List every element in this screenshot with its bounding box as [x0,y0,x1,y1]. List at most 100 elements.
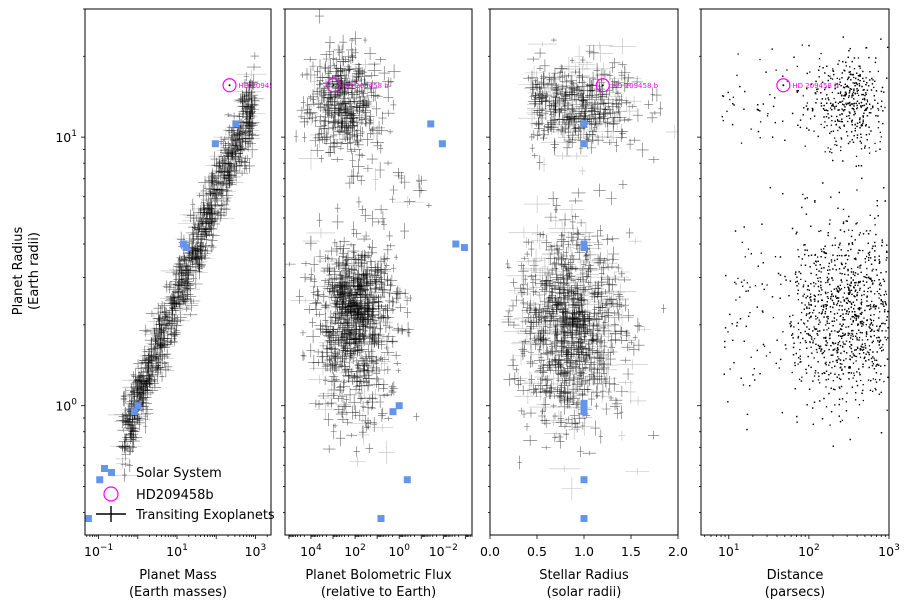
exoplanet-point [332,423,338,429]
exoplanet-point [574,347,581,353]
exoplanet-point [383,304,388,315]
exoplanet-point [360,258,368,269]
exoplanet-point [523,304,555,322]
exoplanet-point [533,70,540,86]
exoplanet-point [393,361,401,366]
exoplanet-point [636,142,649,158]
exoplanet-point [571,110,598,122]
exoplanet-point [593,326,608,331]
exoplanet-point [186,250,192,258]
exoplanet-point [597,333,605,348]
exoplanet-point [619,128,627,139]
exoplanet-point [300,96,306,109]
exoplanet-point [561,329,568,336]
solar-system-point [452,240,460,248]
exoplanet-point [164,320,174,327]
exoplanet-point [578,166,586,176]
exoplanet-point [372,168,379,191]
exoplanet-point [519,279,528,290]
exoplanet-point [556,297,567,310]
exoplanet-point [557,380,571,391]
exoplanet-point [358,152,366,159]
exoplanet-point [616,359,648,370]
exoplanet-point [366,109,375,124]
exoplanet-point [334,255,345,270]
exoplanet-point [576,268,599,281]
exoplanet-point [517,455,522,470]
exoplanet-point [149,342,159,354]
exoplanet-point [159,325,165,336]
exoplanet-point [587,142,596,154]
exoplanet-point [122,468,127,482]
exoplanet-point [604,312,634,323]
exoplanet-point [560,321,570,328]
exoplanet-point [368,291,374,298]
exoplanet-point [618,270,626,278]
exoplanet-point [358,67,364,81]
exoplanet-point [315,249,325,264]
exoplanet-point [629,396,647,406]
exoplanet-point [544,312,567,328]
exoplanet-point [364,72,379,79]
exoplanet-point [352,256,360,270]
exoplanet-point [592,123,598,132]
exoplanet-point [600,249,615,269]
exoplanet-point [505,259,510,269]
exoplanet-point [345,405,359,420]
exoplanet-point [359,355,366,367]
exoplanet-point [577,251,600,274]
exoplanet-point [347,118,359,126]
exoplanet-point [368,358,376,365]
exoplanet-point [353,283,366,289]
exoplanet-point [548,360,563,369]
exoplanet-point [139,324,152,337]
exoplanet-point [370,262,385,276]
solar-system-point [438,140,446,148]
exoplanet-point [567,325,578,341]
exoplanet-point [338,331,345,337]
exoplanet-point [168,300,180,307]
x-tick-label: 104 [300,543,322,559]
exoplanet-point [594,84,606,94]
exoplanet-point [324,106,334,115]
exoplanet-point [346,288,356,302]
solar-system-point [179,240,187,248]
exoplanet-point [615,90,621,97]
exoplanet-point [325,366,340,374]
exoplanet-point [557,398,572,415]
exoplanet-point [340,336,355,343]
exoplanet-point [395,368,402,374]
exoplanet-point [341,366,353,372]
exoplanet-point [576,345,582,361]
exoplanet-point [245,100,251,116]
exoplanet-point [240,125,251,133]
exoplanet-point [157,335,170,342]
exoplanet-point [523,83,543,94]
exoplanet-point [123,412,130,419]
exoplanet-point [563,308,573,319]
exoplanet-point [129,421,134,429]
exoplanet-points [285,9,432,467]
exoplanet-point [358,345,364,360]
exoplanet-point [243,116,257,132]
exoplanet-point [368,308,379,324]
exoplanet-point [201,250,209,260]
exoplanet-point [340,284,350,299]
exoplanet-point [349,373,360,383]
exoplanet-point [548,348,554,357]
exoplanet-point [522,274,528,284]
exoplanet-point [543,307,555,316]
exoplanet-point [215,202,229,208]
exoplanet-point [146,367,175,374]
exoplanet-point [559,354,582,366]
exoplanet-point [126,387,143,399]
exoplanet-point [501,313,520,326]
exoplanet-point [632,334,638,341]
exoplanet-point [392,285,403,297]
exoplanet-point [577,79,591,93]
exoplanet-point [530,81,536,98]
exoplanet-point [563,314,594,325]
exoplanet-point [331,299,339,307]
exoplanet-point [187,229,218,241]
exoplanet-point [589,119,594,130]
